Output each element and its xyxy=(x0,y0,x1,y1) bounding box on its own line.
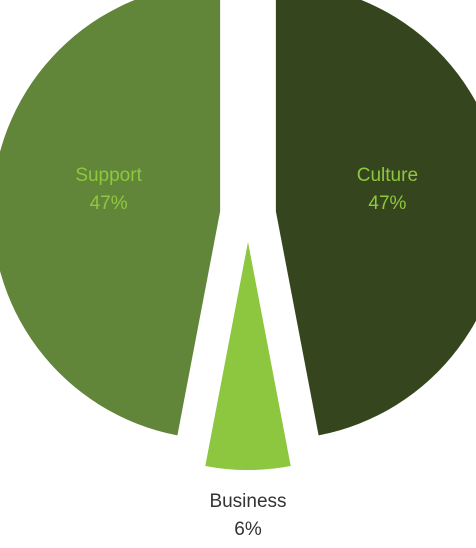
slice-percent-support: 47% xyxy=(90,193,128,214)
pie-slice-business xyxy=(205,242,291,470)
slice-label-culture: Culture xyxy=(357,165,418,186)
slice-percent-culture: 47% xyxy=(368,193,406,214)
slice-percent-business: 6% xyxy=(234,519,262,540)
slice-label-business: Business xyxy=(209,491,286,512)
pie-slice-support xyxy=(0,0,221,436)
slice-label-support: Support xyxy=(75,165,142,186)
pie-slice-culture xyxy=(275,0,476,436)
